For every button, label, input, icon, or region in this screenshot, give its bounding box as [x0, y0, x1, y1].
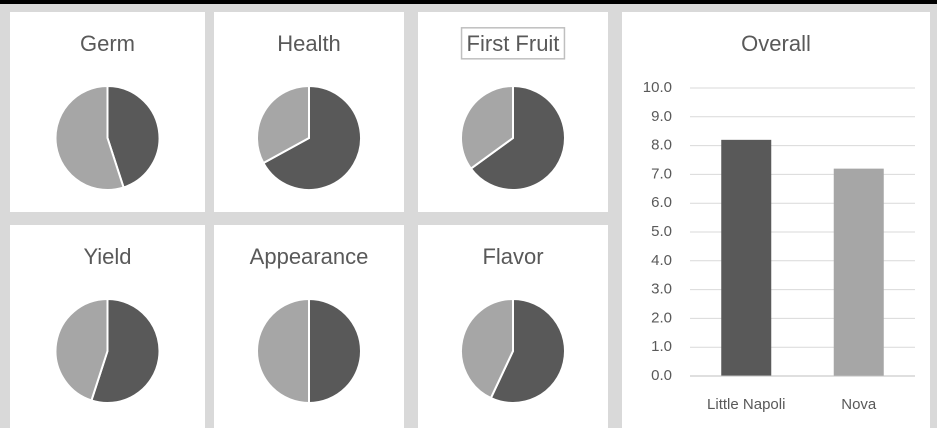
- y-tick-label: 3.0: [651, 281, 672, 298]
- y-tick-label: 2.0: [651, 309, 672, 326]
- chart-title: Appearance: [250, 244, 369, 269]
- bar: [834, 169, 884, 376]
- top-strip: [0, 0, 937, 4]
- chart-title: Overall: [741, 31, 811, 56]
- y-tick-label: 6.0: [651, 194, 672, 211]
- chart-title: Health: [277, 31, 341, 56]
- panel: [622, 12, 930, 428]
- y-tick-label: 0.0: [651, 367, 672, 384]
- y-tick-label: 4.0: [651, 252, 672, 269]
- x-tick-label: Nova: [841, 396, 877, 413]
- dashboard: Germ Health First Fruit Yield Appearance Flav…: [0, 0, 937, 428]
- y-tick-label: 8.0: [651, 137, 672, 154]
- y-tick-label: 1.0: [651, 338, 672, 355]
- y-tick-label: 9.0: [651, 108, 672, 125]
- x-tick-label: Little Napoli: [707, 396, 785, 413]
- y-tick-label: 7.0: [651, 165, 672, 182]
- y-tick-label: 10.0: [643, 79, 672, 96]
- chart-title: Germ: [80, 31, 135, 56]
- bar: [721, 140, 771, 376]
- chart-title: Yield: [83, 244, 131, 269]
- y-tick-label: 5.0: [651, 223, 672, 240]
- chart-title: First Fruit: [467, 31, 560, 56]
- chart-title: Flavor: [482, 244, 543, 269]
